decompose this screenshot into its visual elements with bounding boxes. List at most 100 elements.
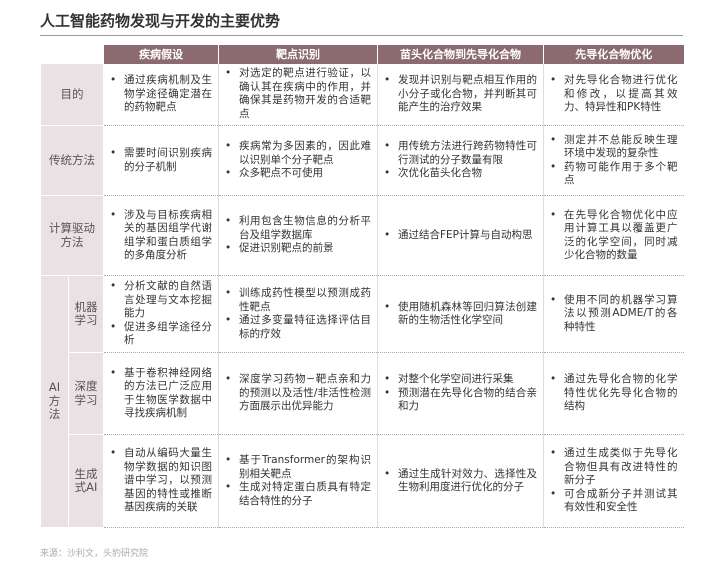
bullet-list: 通过先导化合物的化学特性优化先导化合物的结构	[550, 373, 678, 414]
table-row: 计算驱动方法涉及与目标疾病相关的基因组学代谢组学和蛋白质组学的多角度分析利用包含…	[40, 195, 684, 276]
bullet-item: 通过生成类似于先导化合物但具有改进特性的新分子	[550, 447, 678, 488]
bullet-item: 众多靶点不可使用	[225, 167, 371, 181]
bullet-list: 使用不同的机器学习算法以预测ADME/T的各种特性	[550, 294, 678, 335]
bullet-list: 在先导化合物优化中应用计算工具以覆盖更广泛的化学空间，同时减少化合物的数量	[550, 209, 678, 263]
table-cell: 分析文献的自然语言处理与文本挖掘能力促进多组学途径分析	[103, 275, 219, 353]
row-label: 机器学习	[68, 275, 104, 353]
column-header: 疾病假设	[103, 45, 219, 64]
bullet-item: 促进多组学途径分析	[110, 321, 212, 348]
table-cell: 训练成药性模型以预测成药性靶点通过多变量特征选择评估目标的疗效	[218, 275, 378, 353]
bullet-item: 使用随机森林等回归算法创建新的生物活性化学空间	[384, 301, 537, 328]
bullet-list: 通过生成针对效力、选择性及生物利用度进行优化的分子	[384, 468, 537, 495]
source: 来源：沙利文，头豹研究院	[40, 549, 149, 559]
bullet-list: 疾病常为多因素的，因此难以识别单个分子靶点众多靶点不可使用	[225, 140, 371, 181]
bullet-item: 自动从编码大量生物学数据的知识图谱中学习，以预测基因的特性或推断基因疾病的关联	[110, 447, 212, 515]
bullet-list: 发现并识别与靶点相互作用的小分子或化合物，并判断其可能产生的治疗效果	[384, 74, 537, 115]
table-cell: 测定并不总能反映生理环境中发现的复杂性药物可能作用于多个靶点	[543, 125, 684, 196]
bullet-item: 基于Transformer的架构识别相关靶点	[225, 454, 371, 481]
table-cell: 利用包含生物信息的分析平台及组学数据库促进识别靶点的前景	[218, 195, 378, 276]
bullet-list: 通过生成类似于先导化合物但具有改进特性的新分子可合成新分子并测试其有效性和安全性	[550, 447, 678, 515]
bullet-list: 涉及与目标疾病相关的基因组学代谢组学和蛋白质组学的多角度分析	[110, 209, 212, 263]
title-rule	[40, 35, 683, 36]
table-cell: 基于Transformer的架构识别相关靶点生成对特定蛋白质具有特定结合特性的分…	[218, 434, 378, 528]
table-cell: 通过生成类似于先导化合物但具有改进特性的新分子可合成新分子并测试其有效性和安全性	[543, 434, 684, 528]
table-cell: 通过结合FEP计算与自动构思	[377, 195, 544, 276]
table-cell: 涉及与目标疾病相关的基因组学代谢组学和蛋白质组学的多角度分析	[103, 195, 219, 276]
table-cell: 通过生成针对效力、选择性及生物利用度进行优化的分子	[377, 434, 544, 528]
bullet-item: 测定并不总能反映生理环境中发现的复杂性	[550, 134, 678, 161]
table-cell: 通过疾病机制及生物学途径确定潜在的药物靶点	[103, 63, 219, 126]
bullet-list: 用传统方法进行跨药物特性可行测试的分子数量有限次优化苗头化合物	[384, 140, 537, 181]
bullet-item: 需要时间识别疾病的分子机制	[110, 147, 212, 174]
bullet-item: 通过先导化合物的化学特性优化先导化合物的结构	[550, 373, 678, 414]
bullet-list: 基于Transformer的架构识别相关靶点生成对特定蛋白质具有特定结合特性的分…	[225, 454, 371, 508]
bullet-list: 对先导化合物进行优化和修改，以提高其效力、特异性和PK特性	[550, 74, 678, 115]
bullet-list: 自动从编码大量生物学数据的知识图谱中学习，以预测基因的特性或推断基因疾病的关联	[110, 447, 212, 515]
bullet-item: 可合成新分子并测试其有效性和安全性	[550, 488, 678, 515]
column-header: 靶点识别	[218, 45, 378, 64]
bullet-item: 基于卷积神经网络的方法已广泛应用于生物医学数据中寻找疾病机制	[110, 367, 212, 421]
table-cell: 对整个化学空间进行采集预测潜在先导化合物的结合亲和力	[377, 352, 544, 435]
header-row: 疾病假设 靶点识别 苗头化合物到先导化合物 先导化合物优化	[40, 45, 684, 64]
row-label: 目的	[40, 63, 104, 126]
table-cell: 深度学习药物−靶点亲和力的预测以及活性/非活性检测方面展示出优异能力	[218, 352, 378, 435]
table-row: AI方法机器学习分析文献的自然语言处理与文本挖掘能力促进多组学途径分析训练成药性…	[40, 275, 684, 528]
title: 人工智能药物发现与开发的主要优势	[40, 12, 281, 30]
table-cell: 使用不同的机器学习算法以预测ADME/T的各种特性	[543, 275, 684, 353]
row-label: 计算驱动方法	[40, 195, 104, 276]
header-blank	[40, 45, 104, 64]
bullet-item: 使用不同的机器学习算法以预测ADME/T的各种特性	[550, 294, 678, 335]
bullet-item: 对选定的靶点进行验证，以确认其在疾病中的作用，并确保其是药物开发的合适靶点	[225, 67, 371, 121]
table-cell: 基于卷积神经网络的方法已广泛应用于生物医学数据中寻找疾病机制	[103, 352, 219, 435]
table-row: 生成式AI自动从编码大量生物学数据的知识图谱中学习，以预测基因的特性或推断基因疾…	[41, 434, 684, 528]
table-cell: 自动从编码大量生物学数据的知识图谱中学习，以预测基因的特性或推断基因疾病的关联	[103, 434, 219, 528]
bullet-list: 测定并不总能反映生理环境中发现的复杂性药物可能作用于多个靶点	[550, 134, 678, 188]
table-row: 传统方法需要时间识别疾病的分子机制疾病常为多因素的，因此难以识别单个分子靶点众多…	[40, 125, 684, 196]
bullet-list: 利用包含生物信息的分析平台及组学数据库促进识别靶点的前景	[225, 215, 371, 256]
bullet-item: 分析文献的自然语言处理与文本挖掘能力	[110, 280, 212, 321]
table-cell: 通过先导化合物的化学特性优化先导化合物的结构	[543, 352, 684, 435]
bullet-item: 通过多变量特征选择评估目标的疗效	[225, 314, 371, 341]
bullet-list: 需要时间识别疾病的分子机制	[110, 147, 212, 174]
bullet-item: 预测潜在先导化合物的结合亲和力	[384, 387, 537, 414]
row-label: 传统方法	[40, 125, 104, 196]
bullet-item: 通过疾病机制及生物学途径确定潜在的药物靶点	[110, 74, 212, 115]
bullet-item: 深度学习药物−靶点亲和力的预测以及活性/非活性检测方面展示出优异能力	[225, 373, 371, 414]
row-label: 生成式AI	[68, 434, 104, 528]
column-header: 苗头化合物到先导化合物	[377, 45, 544, 64]
bullet-list: 对选定的靶点进行验证，以确认其在疾病中的作用，并确保其是药物开发的合适靶点	[225, 67, 371, 121]
bullet-item: 促进识别靶点的前景	[225, 242, 371, 256]
bullet-item: 用传统方法进行跨药物特性可行测试的分子数量有限	[384, 140, 537, 167]
row-label: 深度学习	[68, 352, 104, 435]
column-header: 先导化合物优化	[543, 45, 684, 64]
bullet-item: 在先导化合物优化中应用计算工具以覆盖更广泛的化学空间，同时减少化合物的数量	[550, 209, 678, 263]
bullet-list: 分析文献的自然语言处理与文本挖掘能力促进多组学途径分析	[110, 280, 212, 348]
bullet-list: 深度学习药物−靶点亲和力的预测以及活性/非活性检测方面展示出优异能力	[225, 373, 371, 414]
table-cell: 对选定的靶点进行验证，以确认其在疾病中的作用，并确保其是药物开发的合适靶点	[218, 63, 378, 126]
bullet-item: 训练成药性模型以预测成药性靶点	[225, 287, 371, 314]
bullet-item: 对整个化学空间进行采集	[384, 373, 537, 387]
table-row: 目的通过疾病机制及生物学途径确定潜在的药物靶点对选定的靶点进行验证，以确认其在疾…	[40, 63, 684, 126]
bullet-item: 涉及与目标疾病相关的基因组学代谢组学和蛋白质组学的多角度分析	[110, 209, 212, 263]
bullet-item: 利用包含生物信息的分析平台及组学数据库	[225, 215, 371, 242]
table-cell: 疾病常为多因素的，因此难以识别单个分子靶点众多靶点不可使用	[218, 125, 378, 196]
table-cell: 需要时间识别疾病的分子机制	[103, 125, 219, 196]
bullet-item: 对先导化合物进行优化和修改，以提高其效力、特异性和PK特性	[550, 74, 678, 115]
table-cell: 在先导化合物优化中应用计算工具以覆盖更广泛的化学空间，同时减少化合物的数量	[543, 195, 684, 276]
bullet-item: 通过结合FEP计算与自动构思	[384, 229, 537, 243]
bullet-list: 对整个化学空间进行采集预测潜在先导化合物的结合亲和力	[384, 373, 537, 414]
bullet-list: 使用随机森林等回归算法创建新的生物活性化学空间	[384, 301, 537, 328]
table-cell: 用传统方法进行跨药物特性可行测试的分子数量有限次优化苗头化合物	[377, 125, 544, 196]
bullet-item: 药物可能作用于多个靶点	[550, 161, 678, 188]
bullet-list: 基于卷积神经网络的方法已广泛应用于生物医学数据中寻找疾病机制	[110, 367, 212, 421]
bullet-item: 通过生成针对效力、选择性及生物利用度进行优化的分子	[384, 468, 537, 495]
table-cell: 发现并识别与靶点相互作用的小分子或化合物，并判断其可能产生的治疗效果	[377, 63, 544, 126]
bullet-item: 疾病常为多因素的，因此难以识别单个分子靶点	[225, 140, 371, 167]
bullet-item: 生成对特定蛋白质具有特定结合特性的分子	[225, 481, 371, 508]
table-row: 深度学习基于卷积神经网络的方法已广泛应用于生物医学数据中寻找疾病机制深度学习药物…	[41, 352, 684, 435]
group-label: AI方法	[40, 275, 69, 528]
bullet-list: 通过结合FEP计算与自动构思	[384, 229, 537, 243]
bullet-list: 通过疾病机制及生物学途径确定潜在的药物靶点	[110, 74, 212, 115]
